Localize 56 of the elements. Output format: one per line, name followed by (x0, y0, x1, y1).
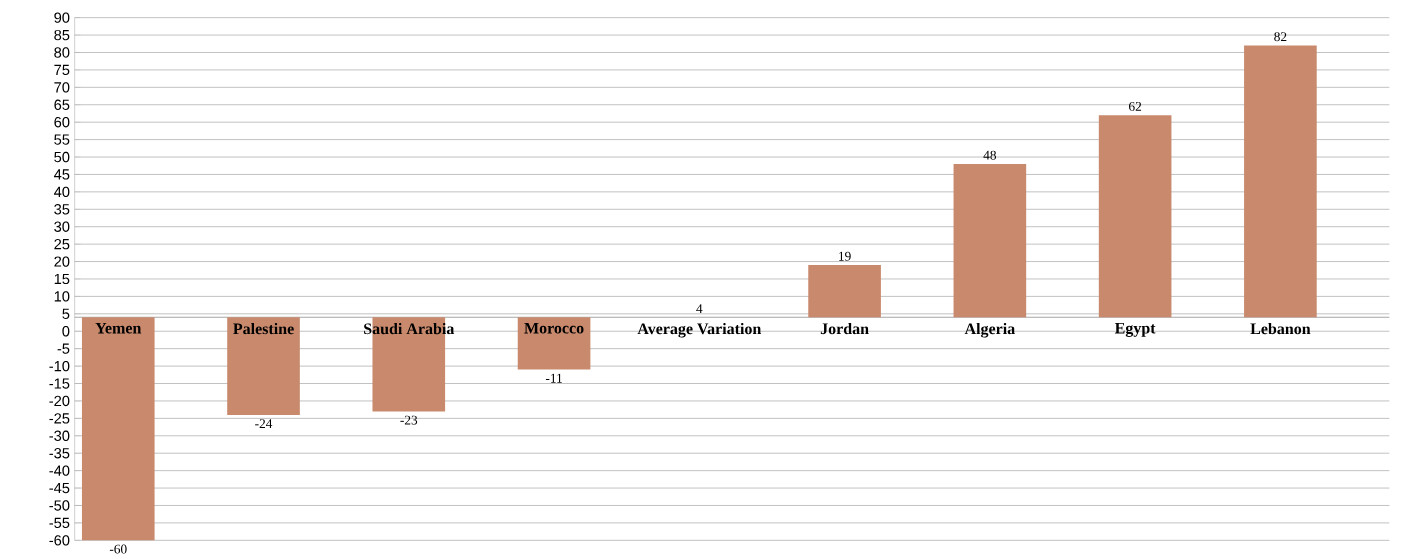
y-tick-label: -15 (49, 378, 70, 389)
y-tick-label: 20 (54, 256, 70, 267)
y-tick-label: -5 (57, 343, 70, 354)
x-tick-label: Saudi Arabia (364, 322, 455, 335)
y-tick-label: 25 (54, 238, 70, 250)
y-tick-label: 75 (54, 64, 70, 76)
data-label: 82 (1274, 32, 1287, 42)
y-tick-label: 55 (54, 134, 70, 145)
y-tick-label: -40 (49, 465, 70, 476)
y-tick-label: 90 (54, 12, 70, 23)
data-label: 19 (839, 251, 851, 261)
x-tick-label: Morocco (524, 322, 584, 334)
data-label: -60 (109, 544, 127, 554)
y-tick-label: -25 (49, 413, 70, 424)
y-tick-label: -10 (49, 360, 70, 372)
x-tick-label: Egypt (1114, 322, 1156, 337)
bar (227, 317, 300, 415)
y-tick-label: -35 (49, 448, 70, 459)
data-label: -24 (255, 419, 273, 428)
y-tick-label: -50 (49, 500, 70, 511)
y-tick-label: 65 (54, 99, 70, 110)
x-tick-label: Lebanon (1250, 322, 1311, 335)
data-label: -11 (545, 373, 562, 383)
y-tick-label: -30 (49, 430, 70, 441)
y-tick-label: 50 (54, 151, 70, 163)
y-tick-label: 80 (54, 47, 70, 58)
y-tick-label: 45 (53, 169, 70, 180)
x-tick-label: Yemen (95, 322, 142, 334)
y-tick-label: 5 (62, 308, 70, 319)
y-tick-label: 60 (54, 117, 70, 128)
y-tick-label: 85 (54, 29, 70, 41)
text: 4 (696, 304, 703, 314)
y-tick-label: 40 (53, 186, 70, 198)
bar (808, 265, 881, 318)
y-tick-label: -45 (49, 482, 70, 494)
data-label: 48 (983, 150, 997, 160)
bar (517, 317, 591, 370)
x-tick-label: Jordan (820, 322, 869, 335)
y-tick-label: 30 (54, 221, 70, 232)
y-tick-label: 15 (54, 273, 70, 285)
y-tick-label: -55 (49, 517, 70, 529)
x-tick-label: Palestine (233, 322, 294, 335)
x-tick-label: Algeria (964, 322, 1015, 338)
y-tick-label: 70 (54, 82, 70, 93)
y-tick-label: -60 (49, 535, 70, 546)
y-tick-label: 0 (62, 326, 70, 337)
bar (1098, 115, 1172, 318)
bar (81, 317, 155, 541)
y-tick-label: 35 (54, 204, 70, 215)
data-label: -23 (400, 415, 418, 425)
x-tick-label: Average Variation (637, 322, 762, 338)
y-tick-label: -20 (49, 395, 70, 407)
y-tick-label: 10 (54, 291, 70, 302)
data-label: 62 (1129, 101, 1142, 111)
bar (1244, 45, 1317, 318)
bar (953, 163, 1027, 318)
